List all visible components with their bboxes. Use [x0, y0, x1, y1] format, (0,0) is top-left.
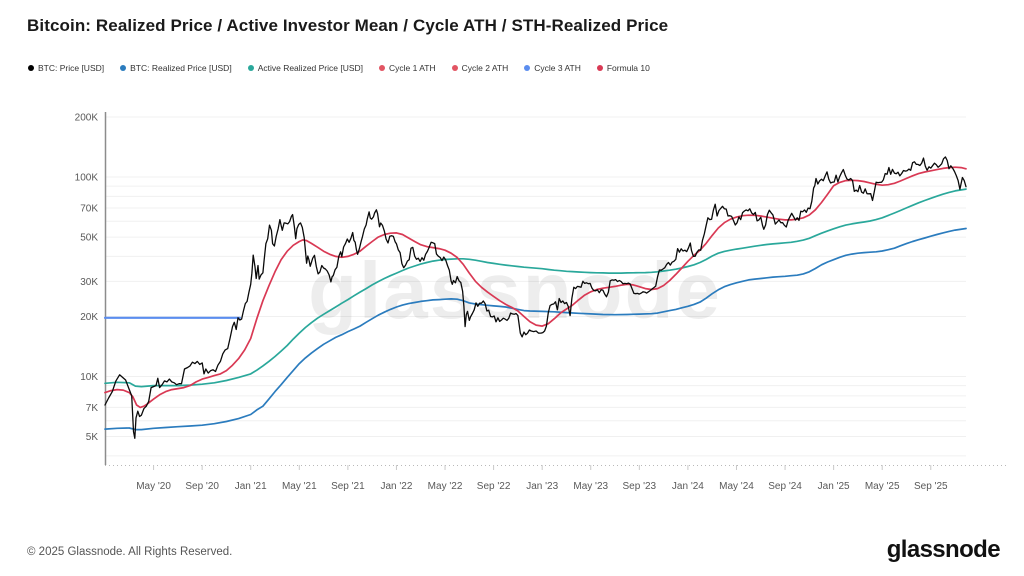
svg-text:May '23: May '23 — [573, 481, 608, 492]
legend-item-label: BTC: Price [USD] — [38, 63, 105, 73]
legend-item-btc-realized-price-usd[interactable]: BTC: Realized Price [USD] — [120, 63, 232, 73]
legend-item-cycle-2-ath[interactable]: Cycle 2 ATH — [451, 63, 509, 73]
legend-item-active-realized-price-usd[interactable]: Active Realized Price [USD] — [247, 63, 364, 73]
glassnode-watermark: glassnode — [308, 246, 722, 335]
series-btc-price-usd — [104, 156, 967, 439]
svg-text:30K: 30K — [80, 277, 98, 288]
svg-text:Sep '24: Sep '24 — [768, 481, 802, 492]
svg-text:20K: 20K — [80, 312, 98, 323]
legend-dot-icon — [247, 65, 254, 71]
gridlines — [105, 116, 966, 457]
svg-text:May '22: May '22 — [428, 481, 463, 492]
legend-item-formula-10[interactable]: Formula 10 — [596, 63, 650, 73]
chart-title: Bitcoin: Realized Price / Active Investo… — [27, 16, 669, 35]
svg-text:7K: 7K — [86, 403, 99, 414]
svg-text:May '24: May '24 — [719, 481, 754, 492]
svg-text:May '25: May '25 — [865, 481, 900, 492]
legend-item-cycle-3-ath[interactable]: Cycle 3 ATH — [524, 63, 581, 73]
svg-text:10K: 10K — [80, 372, 98, 383]
x-axis-ticks: May '20 Sep '20 Jan '21 May '21 Sep '21 Jan '… — [136, 465, 948, 492]
svg-text:Jan '25: Jan '25 — [818, 481, 850, 492]
chart-legend: BTC: Price [USD] BTC: Realized Price [USD… — [28, 63, 650, 73]
svg-text:Jan '21: Jan '21 — [235, 481, 267, 492]
legend-item-cycle-1-ath[interactable]: Cycle 1 ATH — [379, 63, 436, 73]
legend-item-label: Cycle 1 ATH — [389, 63, 436, 73]
legend-dot-icon — [596, 65, 603, 71]
legend-item-label: BTC: Realized Price [USD] — [130, 63, 232, 73]
svg-text:Jan '24: Jan '24 — [672, 481, 704, 492]
legend-dot-icon — [120, 65, 127, 71]
series-formula-10 — [104, 166, 967, 409]
legend-item-label: Active Realized Price [USD] — [257, 63, 364, 73]
glassnode-logo: glassnode — [886, 536, 1001, 563]
svg-text:Jan '23: Jan '23 — [526, 481, 558, 492]
legend-item-label: Cycle 3 ATH — [534, 63, 581, 73]
svg-text:Sep '25: Sep '25 — [914, 481, 948, 492]
svg-text:May '21: May '21 — [282, 481, 317, 492]
svg-text:200K: 200K — [75, 113, 99, 124]
legend-dot-icon — [28, 65, 34, 71]
legend-item-btc-price-usd[interactable]: BTC: Price [USD] — [28, 63, 104, 73]
svg-text:Sep '20: Sep '20 — [185, 481, 219, 492]
y-axis-ticks: 200K 100K 70K 50K 30K 20K 10K 7K 5K — [75, 113, 99, 444]
legend-dot-icon — [451, 65, 458, 71]
legend-item-label: Cycle 2 ATH — [461, 63, 509, 73]
series-active-realized-price-usd — [104, 188, 967, 388]
svg-text:May '20: May '20 — [136, 481, 171, 492]
svg-text:Sep '22: Sep '22 — [477, 481, 511, 492]
svg-text:70K: 70K — [80, 203, 98, 214]
svg-text:Sep '23: Sep '23 — [623, 481, 657, 492]
svg-text:Jan '22: Jan '22 — [380, 481, 412, 492]
svg-text:100K: 100K — [75, 173, 99, 184]
svg-text:50K: 50K — [80, 233, 98, 244]
series-btc-realized-price-usd — [104, 227, 967, 431]
legend-item-label: Formula 10 — [606, 63, 650, 73]
svg-text:Sep '21: Sep '21 — [331, 481, 365, 492]
copyright-text: © 2025 Glassnode. All Rights Reserved. — [27, 546, 233, 558]
legend-dot-icon — [379, 65, 386, 71]
svg-text:5K: 5K — [86, 432, 99, 443]
legend-dot-icon — [524, 65, 531, 71]
